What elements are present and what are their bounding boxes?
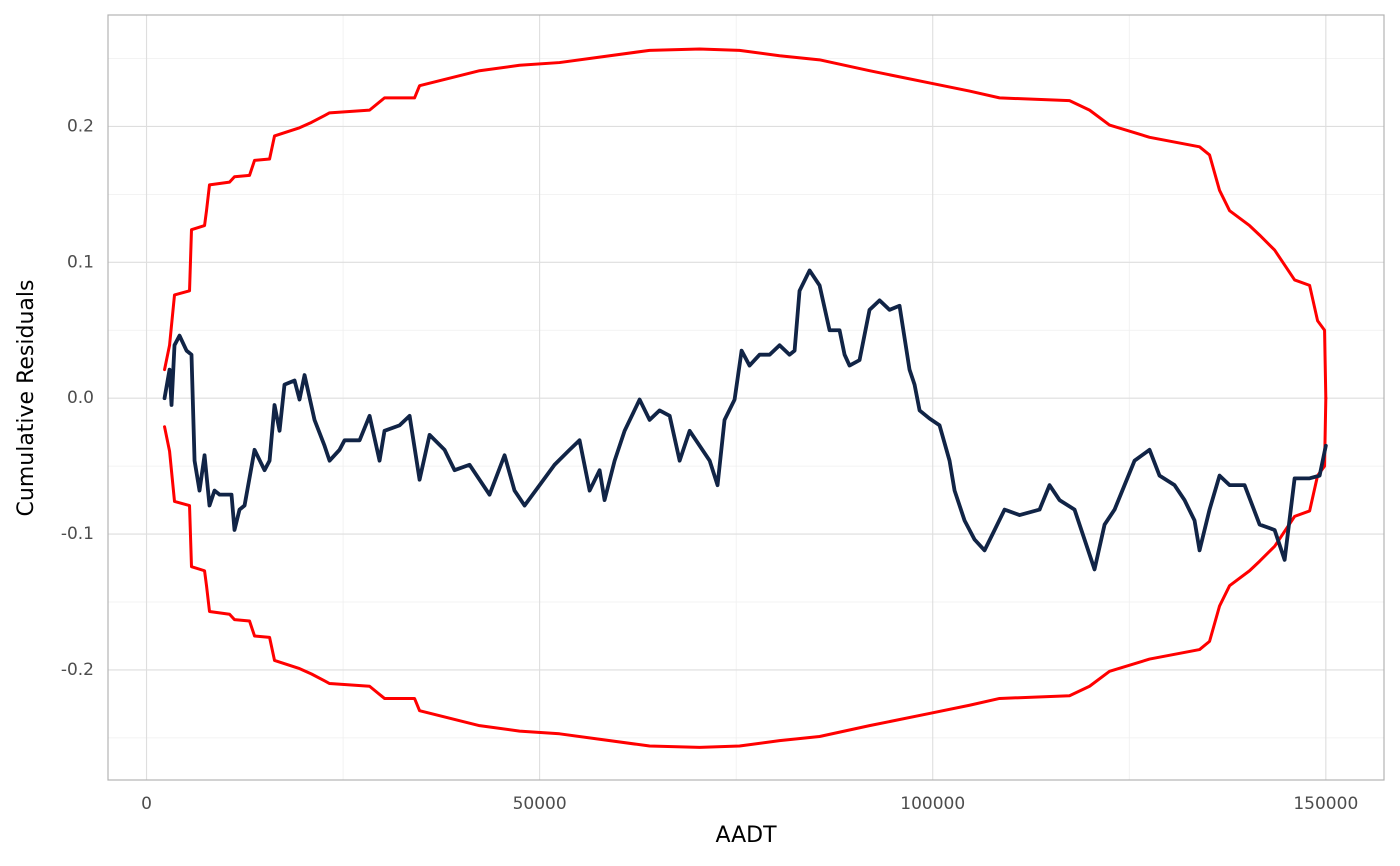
- series-line: [162, 268, 1328, 572]
- y-tick-label: 0.2: [67, 116, 94, 136]
- x-tick-label: 0: [141, 794, 152, 814]
- panel-border: [107, 14, 1385, 781]
- y-tick-label: 0.1: [67, 252, 94, 272]
- y-axis-title: Cumulative Residuals: [14, 280, 39, 517]
- series-line: [163, 396, 1328, 749]
- lines: [162, 47, 1328, 749]
- y-tick-label: -0.1: [61, 524, 94, 544]
- y-tick-label: -0.2: [61, 660, 94, 680]
- x-tick-label: 100000: [900, 794, 965, 814]
- x-tick-label: 50000: [513, 794, 567, 814]
- x-axis-title: AADT: [715, 823, 777, 848]
- series-line: [163, 47, 1328, 400]
- y-tick-label: 0.0: [67, 388, 94, 408]
- x-tick-label: 150000: [1293, 794, 1358, 814]
